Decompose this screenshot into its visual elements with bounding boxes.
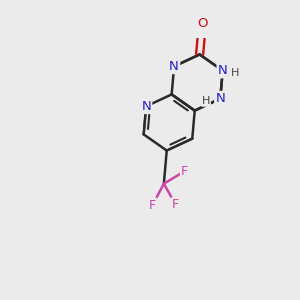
Text: H: H <box>202 96 210 106</box>
Text: F: F <box>181 165 188 178</box>
Text: N: N <box>141 100 151 113</box>
Text: N: N <box>218 64 228 77</box>
Text: H: H <box>231 68 240 78</box>
Text: F: F <box>149 199 156 212</box>
Text: N: N <box>169 60 179 73</box>
Text: N: N <box>215 92 225 105</box>
Text: O: O <box>197 17 208 30</box>
Text: F: F <box>172 198 179 212</box>
